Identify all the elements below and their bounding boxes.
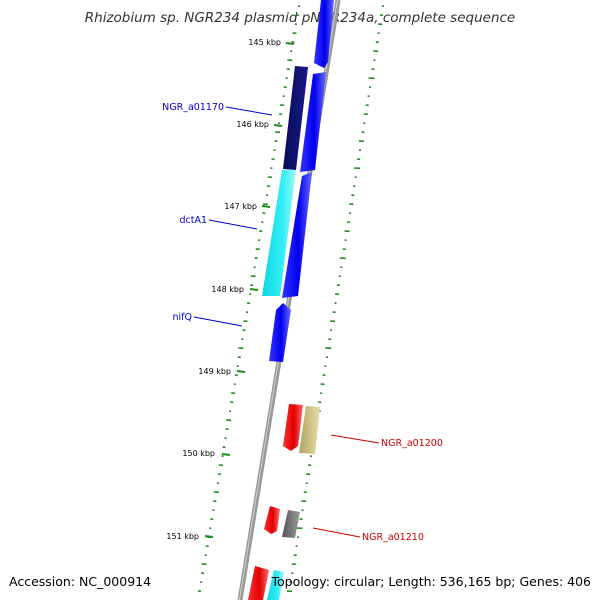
- gene-label-ngr-a01170: NGR_a01170: [162, 102, 273, 116]
- tick-marks: [204, 42, 295, 538]
- tick-label: 145 kbp: [248, 38, 281, 47]
- gene-label-text: NGR_a01200: [381, 438, 443, 449]
- gene-arrow: [314, 0, 334, 68]
- gene-label-ngr-a01200: NGR_a01200: [330, 434, 443, 449]
- tick-mark: [249, 288, 259, 291]
- tick-mark: [273, 124, 283, 127]
- gene-label-text: NGR_a01210: [362, 532, 424, 543]
- tick-label: 150 kbp: [182, 449, 215, 458]
- tick-label: 149 kbp: [198, 367, 231, 376]
- genome-summary-text: Topology: circular; Length: 536,165 bp; …: [271, 574, 592, 589]
- highlight-track: [262, 66, 308, 296]
- gene-label-dcta1: dctA1: [179, 215, 258, 230]
- gene-block-dcta1: [262, 170, 296, 296]
- gene-arrow: [282, 172, 312, 298]
- gc-track-left: [197, 5, 301, 593]
- tick-label: 147 kbp: [224, 202, 257, 211]
- gene-block-ngr-a01200: [299, 406, 320, 454]
- tick-mark: [285, 42, 295, 45]
- tick-label: 146 kbp: [236, 120, 269, 129]
- tick-mark: [236, 370, 246, 373]
- tick-mark: [221, 453, 231, 456]
- forward-cds-track: [282, 0, 334, 298]
- gene-label-text: NGR_a01170: [162, 102, 224, 113]
- gene-arrow-nifq: [269, 303, 291, 362]
- gene-arrow: [283, 404, 303, 451]
- gene-label-ngr-a01210: NGR_a01210: [312, 527, 424, 543]
- gene-arrow: [300, 72, 326, 172]
- gene-label-nifq: nifQ: [173, 312, 243, 327]
- tick-labels: 145 kbp 146 kbp 147 kbp 148 kbp 149 kbp …: [166, 38, 281, 541]
- accession-text: Accession: NC_000914: [9, 574, 151, 589]
- gc-track-right: [286, 5, 385, 593]
- gene-label-text: nifQ: [173, 312, 192, 323]
- gene-arrow: [264, 506, 280, 534]
- tick-mark: [261, 205, 271, 208]
- tick-mark: [204, 535, 214, 538]
- gene-label-text: dctA1: [179, 215, 207, 226]
- tick-label: 148 kbp: [211, 285, 244, 294]
- gene-block: [267, 570, 284, 600]
- gene-block-ngr-a01170: [283, 66, 308, 170]
- map-title: Rhizobium sp. NGR234 plasmid pNGR234a, c…: [85, 10, 515, 26]
- gene-arrow: [248, 566, 269, 600]
- gene-block-ngr-a01210: [282, 510, 300, 538]
- reverse-cds-track: [248, 404, 320, 600]
- tick-label: 151 kbp: [166, 532, 199, 541]
